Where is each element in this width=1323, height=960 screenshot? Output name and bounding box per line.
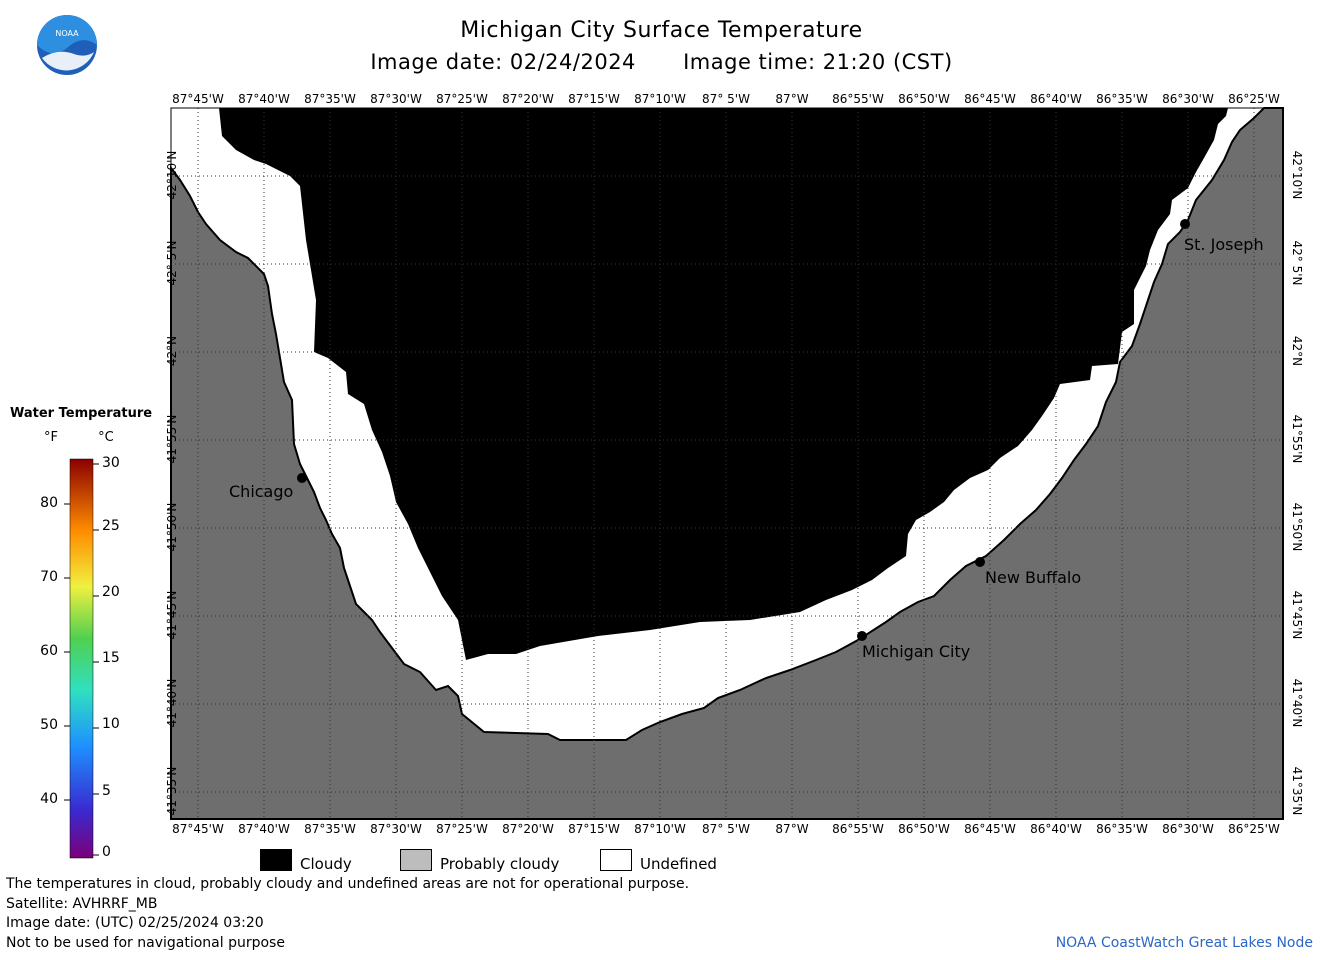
city-label-new-buffalo: New Buffalo	[985, 568, 1082, 587]
f-tick: 70	[40, 569, 58, 585]
longitude-label: 87°40'W	[238, 822, 290, 836]
latitude-label: 41°55'N	[165, 414, 179, 464]
legend-title: Water Temperature	[10, 406, 153, 421]
longitude-label: 87°15'W	[568, 92, 620, 106]
cloud-region	[219, 108, 1228, 660]
longitude-label: 87°10'W	[634, 822, 686, 836]
footer-utc-date: Image date: (UTC) 02/25/2024 03:20	[6, 915, 264, 931]
longitude-label: 87°W	[775, 92, 809, 106]
longitude-label: 86°55'W	[832, 822, 884, 836]
longitude-label: 87°30'W	[370, 822, 422, 836]
latitude-label: 41°50'N	[1290, 502, 1304, 552]
noaa-logo-text: NOAA	[55, 29, 79, 38]
legend-color-bar	[69, 458, 94, 859]
longitude-label: 87°35'W	[304, 822, 356, 836]
latitude-label: 41°45'N	[165, 590, 179, 640]
city-label-chicago: Chicago	[229, 482, 294, 501]
new-buffalo-marker	[975, 557, 985, 567]
longitude-label: 86°25'W	[1228, 822, 1280, 836]
credit-link[interactable]: NOAA CoastWatch Great Lakes Node	[1055, 935, 1313, 951]
longitude-label: 87°20'W	[502, 92, 554, 106]
longitude-label: 87°45'W	[172, 822, 224, 836]
f-tick: 40	[40, 791, 58, 807]
longitude-label: 87°30'W	[370, 92, 422, 106]
longitude-label: 87° 5'W	[702, 822, 750, 836]
longitude-label: 86°40'W	[1030, 92, 1082, 106]
unit-fahrenheit: °F	[44, 430, 58, 445]
chicago-marker	[297, 473, 307, 483]
c-tick: 30	[102, 455, 120, 471]
michigan-city-marker	[857, 631, 867, 641]
longitude-label: 87°25'W	[436, 92, 488, 106]
probably-cloudy-label: Probably cloudy	[440, 855, 560, 873]
footer-satellite: Satellite: AVHRRF_MB	[6, 896, 158, 912]
footer-nav-warning: Not to be used for navigational purpose	[6, 935, 285, 951]
longitude-label: 87°45'W	[172, 92, 224, 106]
f-tick: 60	[40, 643, 58, 659]
c-tick: 20	[102, 584, 120, 600]
f-tick: 80	[40, 495, 58, 511]
longitude-label: 86°35'W	[1096, 822, 1148, 836]
image-date: Image date: 02/24/2024	[370, 50, 636, 74]
latitude-label: 42° 5'N	[165, 240, 179, 286]
longitude-label: 87°35'W	[304, 92, 356, 106]
noaa-logo: NOAA	[37, 15, 97, 75]
latitude-label: 42°N	[1290, 335, 1304, 367]
longitude-label: 87°15'W	[568, 822, 620, 836]
st-joseph-marker	[1180, 219, 1190, 229]
longitude-label: 86°50'W	[898, 92, 950, 106]
c-tick: 0	[102, 844, 111, 860]
latitude-label: 41°35'N	[1290, 766, 1304, 816]
graticule	[171, 108, 1283, 819]
latitude-label: 41°40'N	[165, 678, 179, 728]
longitude-label: 87°40'W	[238, 92, 290, 106]
longitude-label: 87°W	[775, 822, 809, 836]
cloudy-label: Cloudy	[300, 855, 352, 873]
image-datetime: Image date: 02/24/2024 Image time: 21:20…	[0, 50, 1323, 74]
longitude-label: 86°30'W	[1162, 822, 1214, 836]
cloudy-swatch	[260, 849, 292, 871]
unit-celsius: °C	[98, 430, 114, 445]
longitude-label: 86°45'W	[964, 822, 1016, 836]
latitude-label: 41°50'N	[165, 502, 179, 552]
longitude-label: 87°25'W	[436, 822, 488, 836]
latitude-label: 41°55'N	[1290, 414, 1304, 464]
longitude-label: 86°50'W	[898, 822, 950, 836]
longitude-label: 87°10'W	[634, 92, 686, 106]
c-tick: 25	[102, 518, 120, 534]
latitude-label: 42°10'N	[1290, 150, 1304, 200]
latitude-label: 41°40'N	[1290, 678, 1304, 728]
city-label-michigan-city: Michigan City	[862, 642, 971, 661]
longitude-label: 86°55'W	[832, 92, 884, 106]
latitude-label: 42° 5'N	[1290, 240, 1304, 286]
longitude-label: 86°45'W	[964, 92, 1016, 106]
city-label-st-joseph: St. Joseph	[1184, 235, 1264, 254]
probably-cloudy-swatch	[400, 849, 432, 871]
undefined-swatch	[600, 849, 632, 871]
longitude-label: 86°35'W	[1096, 92, 1148, 106]
c-tick: 15	[102, 650, 120, 666]
longitude-label: 87°20'W	[502, 822, 554, 836]
longitude-label: 87° 5'W	[702, 92, 750, 106]
longitude-label: 86°40'W	[1030, 822, 1082, 836]
map-title: Michigan City Surface Temperature	[460, 18, 863, 43]
footer-note: The temperatures in cloud, probably clou…	[6, 876, 690, 892]
latitude-label: 42°10'N	[165, 150, 179, 200]
latitude-label: 41°45'N	[1290, 590, 1304, 640]
undefined-label: Undefined	[640, 855, 717, 873]
longitude-label: 86°30'W	[1162, 92, 1214, 106]
image-time: Image time: 21:20 (CST)	[683, 50, 953, 74]
land-region	[170, 107, 1284, 820]
c-tick: 10	[102, 716, 120, 732]
c-tick: 5	[102, 783, 111, 799]
legend-units: °F °C	[44, 430, 150, 445]
latitude-label: 41°35'N	[165, 766, 179, 816]
longitude-label: 86°25'W	[1228, 92, 1280, 106]
f-tick: 50	[40, 717, 58, 733]
latitude-label: 42°N	[165, 335, 179, 367]
